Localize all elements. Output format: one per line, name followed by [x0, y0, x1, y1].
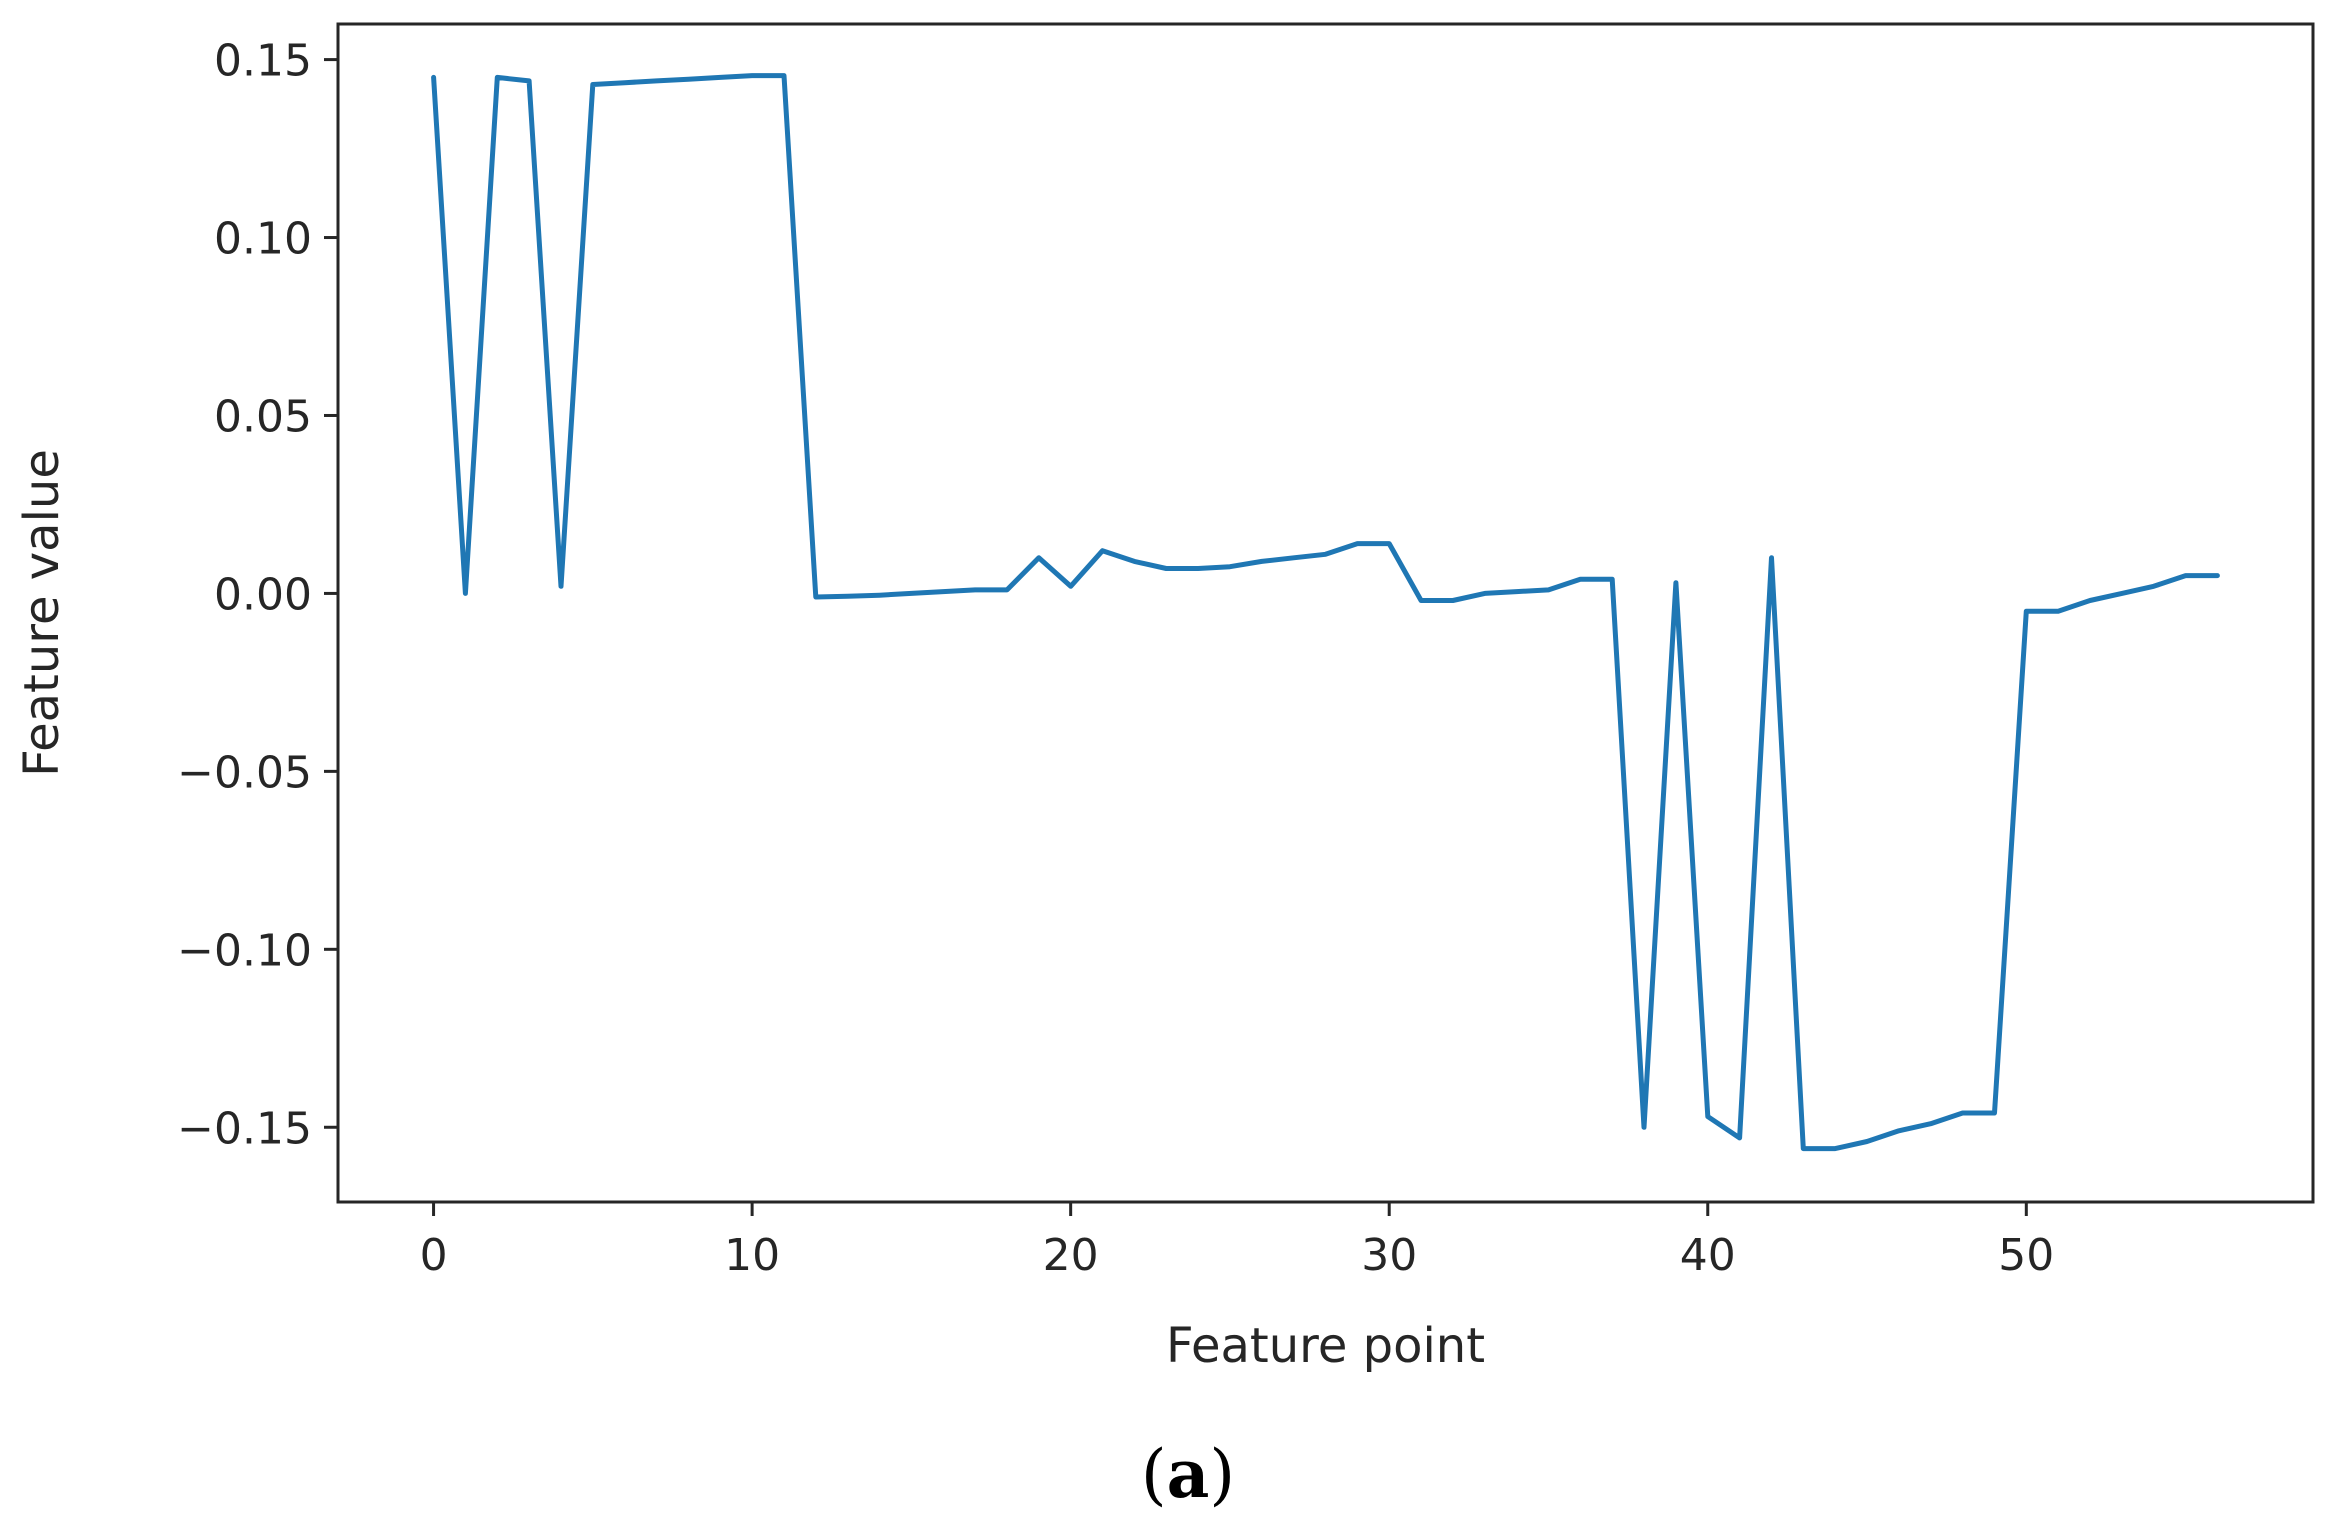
y-tick-label: −0.15: [177, 1103, 312, 1154]
y-tick-label: −0.10: [177, 925, 312, 976]
panel-label-open: (: [1141, 1436, 1167, 1513]
x-axis-ticks: 0 10 20 30 40 50: [420, 1202, 2054, 1281]
x-tick-label: 20: [1043, 1230, 1099, 1281]
y-tick-label: 0.15: [214, 36, 312, 87]
panel-label-letter: a: [1167, 1435, 1210, 1513]
x-axis-label: Feature point: [1166, 1318, 1485, 1374]
x-tick-label: 30: [1361, 1230, 1417, 1281]
x-tick-label: 40: [1680, 1230, 1736, 1281]
plot-frame: [336, 22, 2315, 1204]
y-tick-label: 0.10: [214, 214, 312, 265]
panel-label: (a): [1141, 1435, 1235, 1513]
y-tick-label: 0.00: [214, 569, 312, 620]
series-line: [431, 73, 2220, 1152]
y-tick-label: 0.05: [214, 391, 312, 442]
panel-label-close: ): [1209, 1436, 1235, 1513]
x-tick-label: 0: [420, 1230, 448, 1281]
y-axis-label: Feature value: [14, 449, 70, 777]
y-tick-label: −0.05: [177, 747, 312, 798]
x-tick-label: 50: [1998, 1230, 2054, 1281]
y-axis-ticks: 0.15 0.10 0.05 0.00 −0.05 −0.10 −0.15: [177, 36, 338, 1154]
x-tick-label: 10: [724, 1230, 780, 1281]
